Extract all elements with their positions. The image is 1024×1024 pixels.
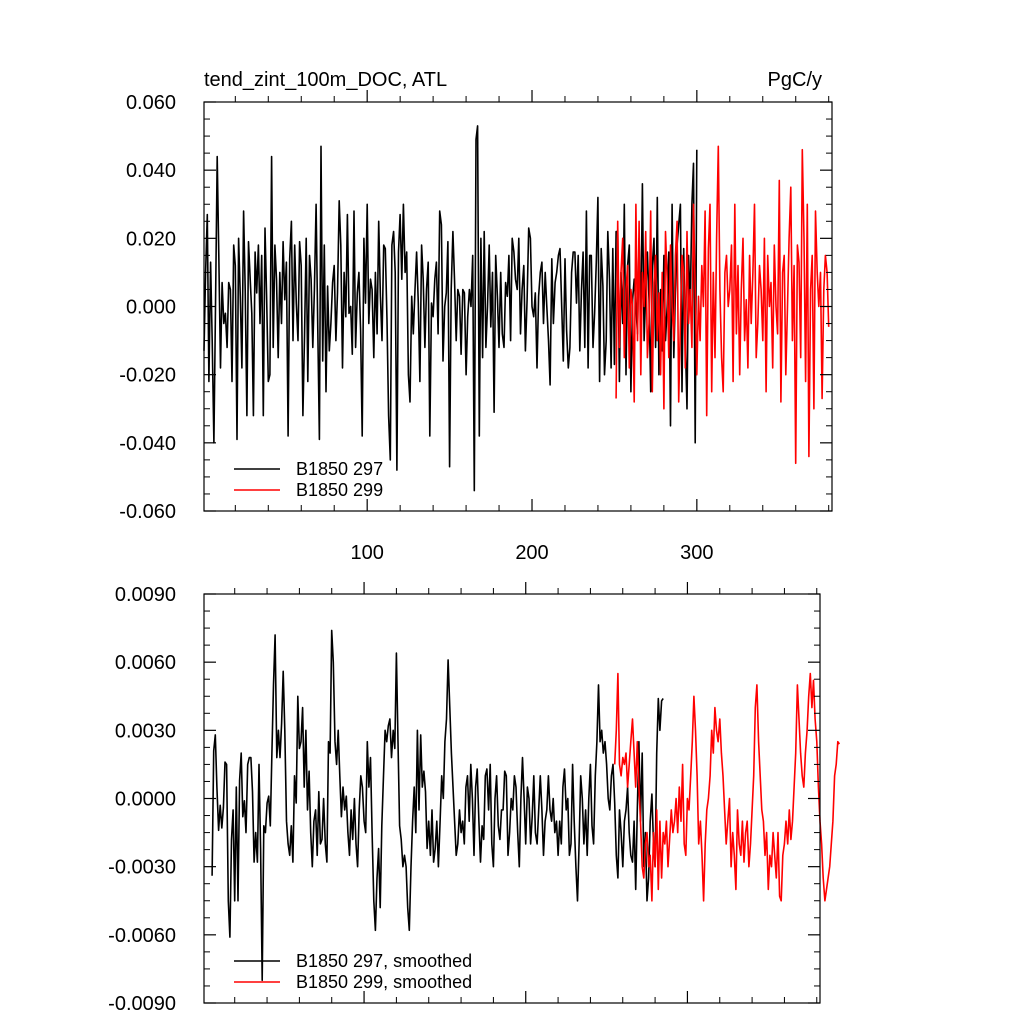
y-tick-label: -0.0060 xyxy=(108,925,176,947)
x-tick-label: 300 xyxy=(680,542,713,564)
legend-label-2: B1850 299, smoothed xyxy=(296,972,472,992)
legend-label-1: B1850 297, smoothed xyxy=(296,951,472,971)
legend-label-2: B1850 299 xyxy=(296,480,383,500)
top-panel-title: tend_zint_100m_DOC, ATL xyxy=(204,69,447,91)
y-tick-label: -0.0030 xyxy=(108,857,176,879)
y-tick-label: -0.060 xyxy=(119,501,176,523)
y-tick-label: -0.020 xyxy=(119,365,176,387)
y-tick-label: -0.0090 xyxy=(108,993,176,1015)
x-tick-label: 100 xyxy=(350,542,383,564)
legend-label-1: B1850 297 xyxy=(296,459,383,479)
x-tick-label: 200 xyxy=(515,542,548,564)
y-tick-label: -0.040 xyxy=(119,433,176,455)
bottom-panel: -0.0090 -0.0060 -0.0030 0.0000 0.0030 0.0060 0… xyxy=(108,582,841,1015)
series-line-1 xyxy=(211,629,664,982)
top-panel-units: PgC/y xyxy=(768,69,822,91)
series-line-1 xyxy=(203,125,698,492)
series-line-2 xyxy=(615,145,830,465)
y-tick-label: 0.040 xyxy=(126,160,176,182)
top-panel: tend_zint_100m_DOC, ATL PgC/y -0.060 -0.0… xyxy=(119,69,833,564)
y-tick-label: 0.0090 xyxy=(115,584,176,606)
y-tick-label: 0.0030 xyxy=(115,720,176,742)
y-tick-label: 0.020 xyxy=(126,228,176,250)
y-tick-label: 0.0060 xyxy=(115,652,176,674)
y-tick-label: 0.0000 xyxy=(115,789,176,811)
y-tick-label: 0.000 xyxy=(126,297,176,319)
y-tick-label: 0.060 xyxy=(126,92,176,114)
series-line-2 xyxy=(613,672,841,902)
